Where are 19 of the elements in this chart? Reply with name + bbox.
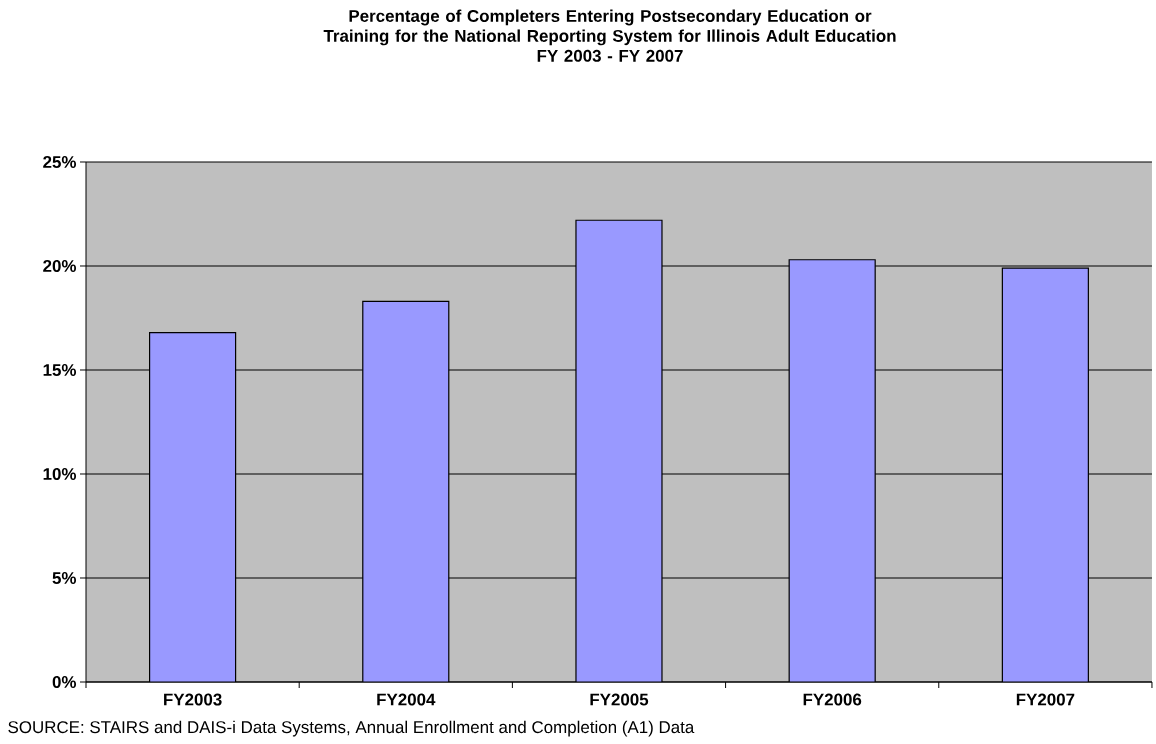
x-tick-label: FY2005 bbox=[590, 693, 649, 706]
source-note: SOURCE: STAIRS and DAIS-i Data Systems, Annual Enrollment and Completion (A1) Data bbox=[8, 720, 695, 737]
y-tick-label: 0% bbox=[52, 676, 77, 688]
y-tick-label: 25% bbox=[43, 155, 77, 168]
bar bbox=[788, 259, 876, 682]
bar bbox=[149, 331, 237, 682]
bar bbox=[362, 300, 450, 682]
y-tick-label: 10% bbox=[43, 468, 77, 480]
x-tick-label: FY2003 bbox=[164, 693, 222, 706]
chart-title: Percentage of Completers Entering Postsecondary Education or Training for the National Reporting System for Illinois Adult Education bbox=[323, 9, 896, 46]
y-tick-label: 15% bbox=[43, 364, 77, 376]
bar bbox=[1001, 267, 1089, 682]
x-tick-label: FY2007 bbox=[1016, 693, 1075, 706]
bar bbox=[575, 219, 663, 682]
y-tick-label: 5% bbox=[52, 572, 77, 584]
x-tick-label: FY2006 bbox=[803, 693, 862, 706]
x-tick-label: FY2004 bbox=[377, 693, 436, 706]
y-tick-label: 20% bbox=[43, 260, 77, 272]
chart-subtitle: FY 2003 - FY 2007 bbox=[537, 49, 683, 62]
